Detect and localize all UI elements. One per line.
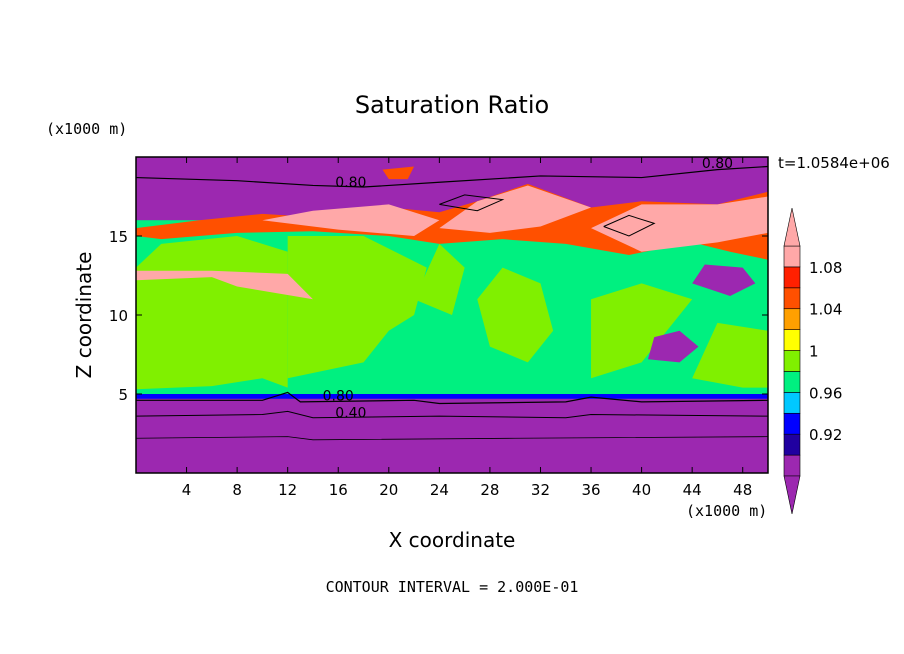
x-unit-label: (x1000 m) [686,502,767,520]
field-region-green [136,236,288,390]
x-tick-label: 4 [182,481,192,499]
field-region-orange [382,166,415,180]
colorbar-swatch [783,433,801,456]
contour-label-0: 0.80 [335,175,366,191]
y-unit-label: (x1000 m) [46,120,127,138]
contour-0.40 [136,410,768,419]
x-tick-label: 16 [329,481,348,499]
contour-label-3: 0.40 [335,406,366,422]
x-tick-label: 44 [683,481,702,499]
colorbar-label: 0.92 [809,426,842,444]
field-region-top-dry [136,157,768,192]
y-axis-ticks: 5 10 15 [109,228,768,404]
field-region-pink [136,270,313,300]
contour-field [136,157,768,473]
x-tick-label: 24 [430,481,449,499]
chart-title: Saturation Ratio [355,91,549,119]
time-label: t=1.0584e+06 [778,154,890,172]
colorbar-arrow-bottom [783,475,801,515]
field-region-green [414,243,465,315]
x-tick-label: 12 [278,481,297,499]
colorbar-swatch [783,308,801,330]
x-tick-label: 36 [581,481,600,499]
colorbar-swatch [783,454,801,477]
field-region-green [692,322,768,388]
contour-pink-1 [439,194,505,212]
colorbar-swatch [783,392,801,414]
colorbar-swatch [783,371,801,393]
colorbar-swatch [783,329,801,351]
contour-0.80-low [136,391,768,405]
field-region-green [287,236,427,379]
x-axis-label: X coordinate [389,528,516,552]
contour-pink-2 [603,214,656,237]
y-tick-label: 15 [109,228,128,246]
y-tick-label: 10 [109,307,128,325]
contour-0.80-high [136,165,768,188]
colorbar-swatch [783,245,801,268]
colorbar-arrow-top [783,207,801,247]
field-region-pink [591,196,768,252]
y-tick-label: 5 [118,386,128,404]
contour-label-2: 0.80 [323,388,354,404]
x-axis-ticks: 4 8 12 16 20 24 28 32 36 40 44 48 [182,157,752,499]
colorbar-label: 1.08 [809,259,842,277]
contour-label-1: 0.80 [702,156,733,172]
field-region-green [591,283,693,379]
colorbar-label: 0.96 [809,384,842,402]
x-tick-label: 40 [632,481,651,499]
field-region-pink [439,185,592,233]
field-region-inversion [136,394,768,399]
x-tick-label: 28 [480,481,499,499]
x-tick-label: 20 [379,481,398,499]
contour-low-2 [136,436,768,441]
field-region-dry-patch [647,330,699,363]
contour-lines [136,165,768,441]
colorbar-swatch [783,266,801,289]
colorbar-label: 1.04 [809,301,842,319]
field-region-dry-patch [692,264,756,297]
colorbar-swatch [783,287,801,310]
x-tick-label: 48 [733,481,752,499]
colorbar: 0.92 0.96 1 1.04 1.08 [783,207,842,515]
x-tick-label: 8 [232,481,242,499]
contour-labels: 0.80 0.80 0.80 0.40 [323,156,733,422]
colorbar-swatch [783,412,801,435]
colorbar-label: 1 [809,343,819,361]
field-region-green [477,267,554,363]
footer-contour-interval: CONTOUR INTERVAL = 2.000E-01 [326,578,579,596]
field-region-pink [262,204,440,236]
colorbar-swatch [783,350,801,372]
x-tick-label: 32 [531,481,550,499]
y-axis-label: Z coordinate [72,252,96,379]
